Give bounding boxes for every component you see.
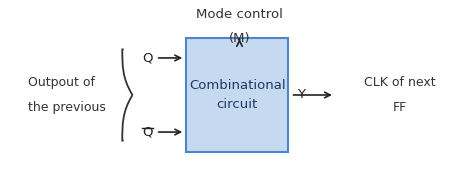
Text: Outpout of: Outpout of: [28, 76, 95, 89]
Text: Q: Q: [142, 126, 153, 139]
Text: CLK of next: CLK of next: [364, 76, 436, 89]
Text: Mode control: Mode control: [196, 8, 283, 21]
Text: Combinational
circuit: Combinational circuit: [189, 79, 286, 111]
FancyBboxPatch shape: [186, 38, 288, 152]
Text: (M): (M): [229, 32, 250, 45]
Text: Q: Q: [142, 51, 153, 64]
Text: FF: FF: [393, 101, 407, 114]
Text: Y: Y: [297, 89, 305, 101]
Text: the previous: the previous: [28, 101, 106, 114]
